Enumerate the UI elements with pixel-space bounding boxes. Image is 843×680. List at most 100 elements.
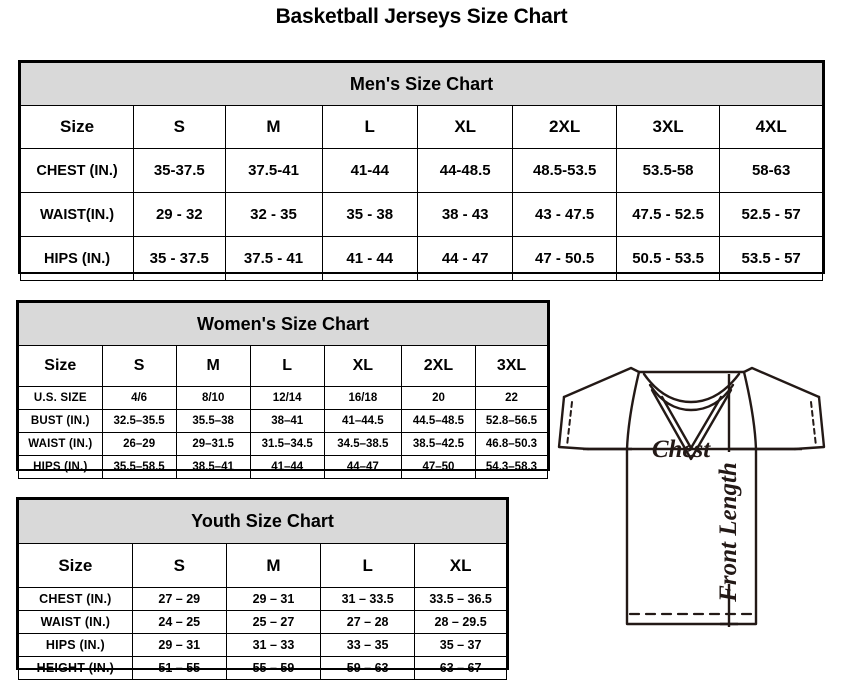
table-cell: 47 - 50.5: [512, 236, 617, 281]
table-row: WAIST(IN.) 29 - 32 32 - 35 35 - 38 38 - …: [19, 192, 823, 237]
table-cell: 29–31.5: [175, 432, 251, 456]
table-cell: 8/10: [175, 386, 251, 410]
youth-col-header-xl: XL: [414, 543, 507, 588]
table-cell: 58-63: [719, 148, 823, 193]
youth-band-row: Youth Size Chart: [18, 499, 507, 544]
table-cell: 31 – 33: [225, 633, 322, 657]
youth-col-header-m: M: [225, 543, 322, 588]
table-cell: 38.5–41: [175, 455, 251, 479]
table-row: WAIST (IN.) 26–29 29–31.5 31.5–34.5 34.5…: [18, 432, 549, 456]
table-cell: 38–41: [249, 409, 325, 433]
table-cell: 35 – 37: [414, 633, 507, 657]
womens-col-header-2xl: 2XL: [400, 345, 476, 387]
youth-row-label-waist: WAIST (IN.): [18, 610, 133, 634]
jersey-measurement-diagram: Chest Front Length: [540, 352, 843, 672]
table-cell: 52.8–56.5: [474, 409, 549, 433]
table-cell: 44 - 47: [416, 236, 514, 281]
youth-chart-band-title: Youth Size Chart: [18, 499, 507, 544]
mens-col-header-l: L: [321, 105, 418, 149]
right-shoulder-line: [742, 366, 821, 399]
table-cell: 31.5–34.5: [249, 432, 325, 456]
table-cell: 53.5-58: [615, 148, 721, 193]
table-cell: 4/6: [101, 386, 177, 410]
table-cell: 47.5 - 52.5: [615, 192, 721, 237]
mens-col-header-m: M: [224, 105, 323, 149]
mens-band-row: Men's Size Chart: [20, 62, 823, 106]
table-row: HIPS (IN.) 35.5–58.5 38.5–41 41–44 44–47…: [18, 455, 549, 479]
page-title: Basketball Jerseys Size Chart: [275, 5, 568, 28]
table-cell: 37.5 - 41: [224, 236, 323, 281]
table-row: CHEST (IN.) 35-37.5 37.5-41 41-44 44-48.…: [19, 148, 823, 193]
table-cell: 44-48.5: [416, 148, 514, 193]
womens-col-header-s: S: [101, 345, 177, 387]
right-sleeve-hem-stitch: [810, 401, 817, 447]
mens-col-header-3xl: 3XL: [615, 105, 721, 149]
table-cell: 52.5 - 57: [719, 192, 823, 237]
womens-row-label-waist: WAIST (IN.): [18, 432, 103, 456]
table-row: BUST (IN.) 32.5–35.5 35.5–38 38–41 41–44…: [18, 409, 549, 433]
table-cell: 41–44.5: [323, 409, 402, 433]
womens-row-label-bust: BUST (IN.): [18, 409, 103, 433]
table-row: U.S. SIZE 4/6 8/10 12/14 16/18 20 22: [18, 386, 549, 410]
chest-label: Chest: [652, 436, 711, 463]
table-cell: 28 – 29.5: [414, 610, 507, 634]
womens-col-header-l: L: [249, 345, 325, 387]
table-cell: 32.5–35.5: [101, 409, 177, 433]
table-cell: 16/18: [323, 386, 402, 410]
womens-row-label-us-size: U.S. SIZE: [18, 386, 103, 410]
womens-col-header-m: M: [175, 345, 251, 387]
table-cell: 59 – 63: [320, 656, 416, 680]
womens-size-table: Women's Size Chart Size S M L XL 2XL 3XL…: [18, 302, 549, 479]
table-cell: 48.5-53.5: [512, 148, 617, 193]
table-cell: 47–50: [400, 455, 476, 479]
table-cell: 22: [474, 386, 549, 410]
table-cell: 35.5–38: [175, 409, 251, 433]
youth-row-label-chest: CHEST (IN.): [18, 587, 133, 611]
table-cell: 20: [400, 386, 476, 410]
womens-band-row: Women's Size Chart: [18, 302, 548, 346]
table-cell: 35.5–58.5: [101, 455, 177, 479]
front-length-label: Front Length: [715, 462, 742, 603]
womens-col-header-xl: XL: [323, 345, 402, 387]
mens-col-header-4xl: 4XL: [719, 105, 823, 149]
youth-col-header-s: S: [131, 543, 227, 588]
mens-row-label-chest: CHEST (IN.): [19, 148, 135, 193]
mens-col-header-s: S: [133, 105, 226, 149]
table-cell: 44.5–48.5: [400, 409, 476, 433]
womens-col-header-3xl: 3XL: [474, 345, 549, 387]
table-cell: 38.5–42.5: [400, 432, 476, 456]
mens-row-label-hips: HIPS (IN.): [19, 236, 135, 281]
table-cell: 27 – 28: [320, 610, 416, 634]
table-cell: 51 – 55: [131, 656, 227, 680]
jersey-illustration-svg: Chest Front Length: [557, 366, 826, 627]
table-cell: 41–44: [249, 455, 325, 479]
table-cell: 41 - 44: [321, 236, 418, 281]
collar-band-curve: [648, 383, 735, 412]
youth-row-label-hips: HIPS (IN.): [18, 633, 133, 657]
mens-col-header-size: Size: [19, 105, 135, 149]
table-cell: 35-37.5: [133, 148, 226, 193]
table-cell: 26–29: [101, 432, 177, 456]
table-cell: 37.5-41: [224, 148, 323, 193]
table-cell: 24 – 25: [131, 610, 227, 634]
womens-size-chart: Women's Size Chart Size S M L XL 2XL 3XL…: [16, 300, 550, 479]
mens-col-header-xl: XL: [416, 105, 514, 149]
v-neck-inner: [660, 395, 723, 450]
table-cell: 35 - 37.5: [133, 236, 226, 281]
mens-col-header-2xl: 2XL: [512, 105, 617, 149]
collar-inner-curve: [642, 372, 741, 404]
table-cell: 63 – 67: [414, 656, 507, 680]
table-cell: 38 - 43: [416, 192, 514, 237]
table-cell: 27 – 29: [131, 587, 227, 611]
table-cell: 46.8–50.3: [474, 432, 549, 456]
right-sleeve-cuff: [793, 395, 826, 451]
mens-size-table: Men's Size Chart Size S M L XL 2XL 3XL 4…: [19, 62, 823, 281]
youth-col-header-l: L: [320, 543, 416, 588]
table-cell: 12/14: [249, 386, 325, 410]
youth-header-row: Size S M L XL: [18, 543, 507, 588]
table-cell: 54.3–58.3: [474, 455, 549, 479]
v-neck-outer: [650, 388, 733, 461]
table-cell: 35 - 38: [321, 192, 418, 237]
table-cell: 31 – 33.5: [320, 587, 416, 611]
front-length-measure-line: [720, 374, 738, 627]
